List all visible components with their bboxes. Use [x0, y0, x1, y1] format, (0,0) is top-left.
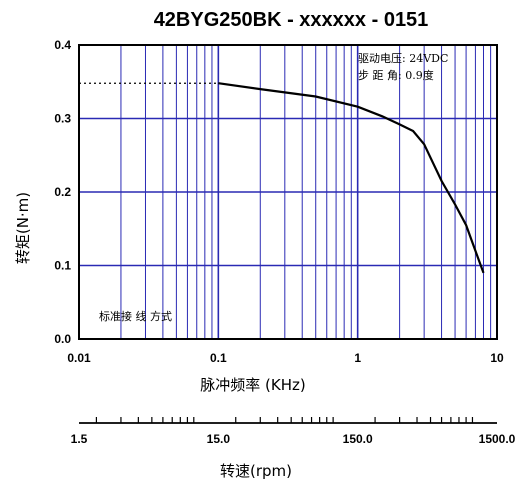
speed-tick-label: 150.0 [343, 432, 373, 446]
speed-tick-label: 1.5 [71, 432, 88, 446]
y-tick-label: 0.3 [54, 112, 71, 126]
plot-frame [78, 44, 498, 340]
speed-axis-label: 转速(rpm) [220, 462, 292, 480]
y-axis-label: 转矩(N·m) [14, 192, 32, 264]
y-tick-label: 0.2 [54, 185, 71, 199]
x-tick-label: 0.1 [210, 351, 227, 365]
speed-axis: 1.5 15.0 150.0 1500.0 [71, 417, 516, 446]
step-angle-annotation: 步 距 角: 0.9度 [358, 68, 434, 82]
x-tick-label: 0.01 [67, 351, 91, 365]
x-tick-labels: 0.01 0.1 1 10 [67, 351, 504, 365]
y-tick-label: 0.1 [54, 259, 71, 273]
speed-tick-label: 15.0 [207, 432, 231, 446]
wiring-annotation: 标准接 线 方式 [99, 309, 172, 323]
y-tick-label: 0.0 [54, 332, 71, 346]
x-tick-label: 1 [354, 351, 361, 365]
plot-grid [79, 45, 497, 339]
torque-curve [218, 82, 485, 274]
y-tick-label: 0.4 [54, 38, 71, 52]
speed-tick-label: 1500.0 [479, 432, 516, 446]
x-tick-label: 10 [490, 351, 504, 365]
voltage-annotation: 驱动电压: 24VDC [358, 52, 448, 65]
chart-title: 42BYG250BK - xxxxxx - 0151 [154, 9, 429, 31]
y-tick-labels: 0.0 0.1 0.2 0.3 0.4 [54, 38, 71, 346]
x-axis-label: 脉冲频率 (KHz) [200, 376, 305, 394]
